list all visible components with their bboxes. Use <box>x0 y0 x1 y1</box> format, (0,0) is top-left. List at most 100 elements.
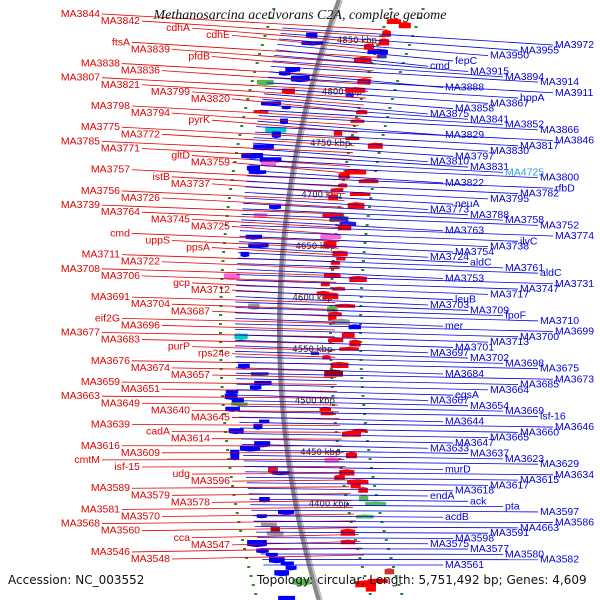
gene-leader-line-left <box>121 381 337 385</box>
gene-label-right: MA3684 <box>445 368 484 380</box>
gene-leader-line-right <box>246 476 519 481</box>
gene-label-right: MA3561 <box>445 559 484 571</box>
gene-label-right: MA3633 <box>430 442 469 454</box>
gene-label-right: MA3846 <box>555 135 594 147</box>
gene-leader-line-right <box>246 181 519 194</box>
gene-label-left: gcp <box>173 277 190 289</box>
gene-leader-line-right <box>256 126 554 141</box>
tick-mark <box>358 557 362 559</box>
gene-label-left: MA3838 <box>81 58 120 70</box>
gene-label-left: MA3581 <box>81 503 120 515</box>
gene-label-right: MA3858 <box>455 103 494 115</box>
gene-label-right: MA3822 <box>445 177 484 189</box>
tick-mark <box>353 539 357 541</box>
gene-label-right: rfbD <box>555 182 575 194</box>
tick-mark <box>359 368 363 370</box>
tick-mark <box>338 458 342 460</box>
gene-feature-arrow <box>347 202 365 209</box>
gene-label-right: MA3817 <box>520 140 559 152</box>
tick-mark <box>260 44 264 46</box>
gene-feature-arrow <box>349 275 367 282</box>
gene-label-left: MA3737 <box>171 178 210 190</box>
tick-mark <box>229 188 233 190</box>
tick-mark <box>332 413 336 415</box>
gene-label-right: aldC <box>470 257 492 269</box>
tick-mark <box>337 449 340 451</box>
gene-leader-line-right <box>234 329 519 338</box>
gene-label-left: MA3677 <box>61 327 100 339</box>
tick-mark <box>359 314 363 316</box>
gene-leader-line-left <box>191 534 360 539</box>
gene-leader-line-right <box>262 98 429 115</box>
gene-leader-line-right <box>255 131 519 147</box>
gene-leader-line-left <box>191 409 339 413</box>
gene-label-left: MA3659 <box>81 376 120 388</box>
tick-mark <box>246 98 250 100</box>
gene-feature-arrow <box>285 565 297 571</box>
gene-leader-line-right <box>238 246 429 258</box>
gene-label-left: purP <box>168 341 190 353</box>
gene-label-left: MA3578 <box>171 496 210 508</box>
gene-leader-line-right <box>236 268 444 279</box>
tick-mark <box>386 116 390 118</box>
gene-feature-arrow <box>256 79 274 86</box>
gene-leader-line-right <box>250 153 469 168</box>
tick-mark <box>401 62 405 64</box>
gene-label-right: endA <box>430 490 455 502</box>
tick-mark <box>389 557 393 559</box>
gene-leader-line-left <box>191 472 347 475</box>
tick-mark <box>370 62 374 64</box>
tick-mark <box>359 323 362 325</box>
gene-feature-arrow <box>265 127 287 134</box>
gene-label-left: MA3764 <box>101 206 140 218</box>
gene-leader-line-left <box>141 339 336 344</box>
gene-leader-line-right <box>235 307 504 317</box>
gene-leader-line-right <box>236 389 454 396</box>
gene-label-left: MA3683 <box>101 334 140 346</box>
gene-feature-arrow <box>332 250 348 257</box>
genome-title: Methanosarcina acetivorans C2A, complete… <box>153 8 447 23</box>
gene-feature-arrow <box>378 38 390 46</box>
gene-leader-line-left <box>231 98 363 113</box>
tick-mark <box>263 35 267 37</box>
gene-label-left: MA3726 <box>121 192 160 204</box>
gene-label-left: MA3836 <box>121 65 160 77</box>
gene-label-right: ilvC <box>520 235 538 247</box>
gene-label-right: MA3669 <box>505 405 544 417</box>
gene-feature-arrow <box>265 552 278 557</box>
gene-label-right: MA3829 <box>445 129 484 141</box>
gene-leader-line-right <box>246 482 489 486</box>
tick-mark <box>414 26 418 28</box>
gene-feature-arrow <box>292 578 311 586</box>
gene-feature-arrow <box>332 318 350 325</box>
gene-leader-line-right <box>277 44 454 62</box>
gene-label-right: MA3617 <box>490 479 529 491</box>
tick-mark <box>331 269 335 271</box>
gene-leader-line-left <box>141 211 342 222</box>
gene-feature-arrow <box>350 481 361 489</box>
gene-leader-line-right <box>239 230 519 242</box>
tick-mark <box>233 161 237 163</box>
gene-leader-line-right <box>239 427 519 433</box>
gene-leader-line-right <box>235 301 469 311</box>
gene-leader-line-right <box>234 323 554 332</box>
gene-label-right: MA3724 <box>430 251 469 263</box>
tick-mark <box>219 350 223 352</box>
gene-label-left: MA3807 <box>61 72 100 84</box>
gene-leader-line-left <box>101 395 338 399</box>
gene-label-right: MA3773 <box>430 203 469 215</box>
gene-label-left: ftsA <box>112 36 130 48</box>
tick-mark <box>348 143 352 145</box>
tick-mark <box>370 188 374 190</box>
tick-mark <box>373 485 377 487</box>
gene-label-left: MA3640 <box>151 404 190 416</box>
gene-label-right: MA3738 <box>490 241 529 253</box>
gene-leader-line-right <box>274 55 469 72</box>
gene-feature-arrow <box>228 428 244 435</box>
gene-label-left: MA3708 <box>61 263 100 275</box>
gene-feature-arrow <box>349 339 361 347</box>
gene-leader-line-left <box>101 204 343 215</box>
tick-mark <box>330 287 333 289</box>
gene-feature-arrow <box>384 568 395 575</box>
